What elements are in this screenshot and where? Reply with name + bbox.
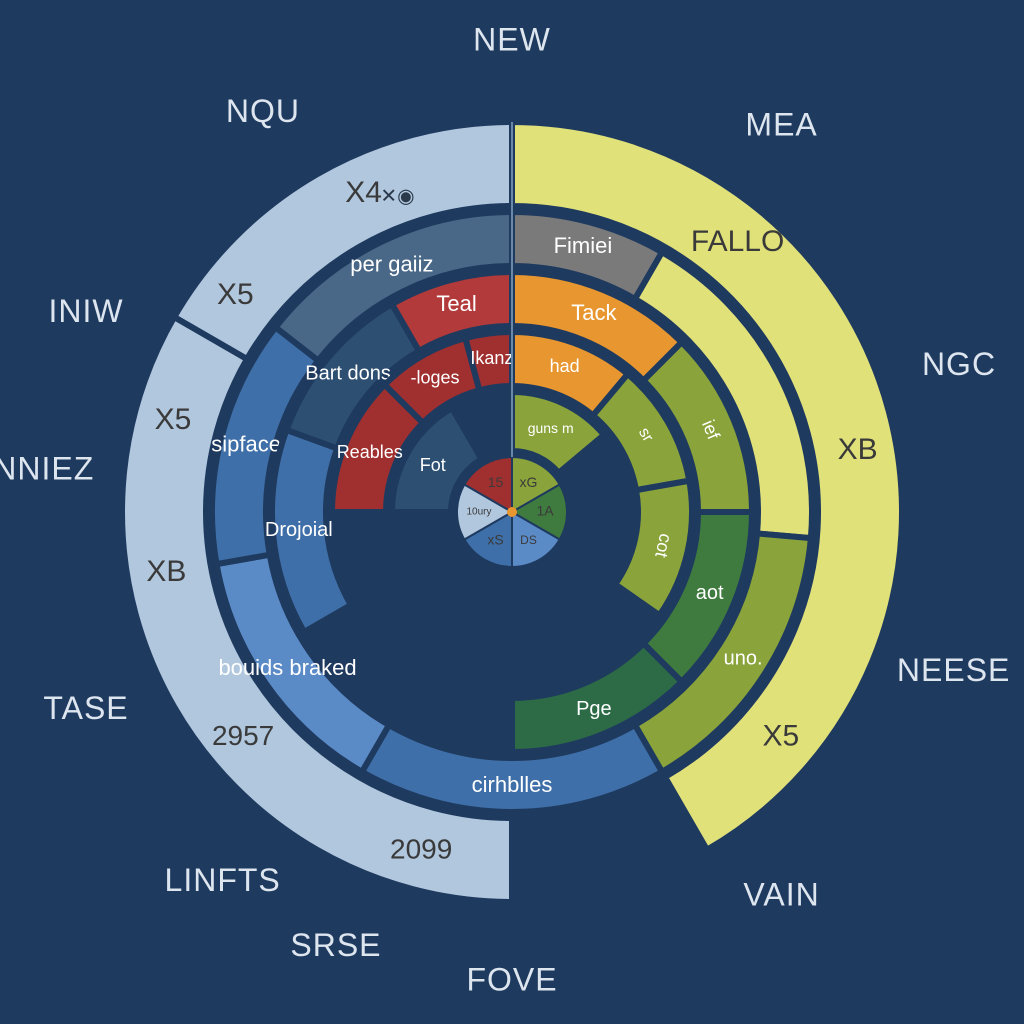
outer-label-10: INIW	[48, 293, 123, 329]
ring4-label-6: per gaiiz	[350, 252, 433, 277]
ring3-label-4: Drojoial	[265, 519, 333, 541]
outer-ring-label-1-3: X5	[155, 403, 192, 436]
outer-label-8: TASE	[43, 690, 128, 726]
outer-label-6: FOVE	[466, 961, 557, 997]
ring1-label-0: guns m	[528, 420, 574, 436]
center-pie-label-2: DS	[520, 533, 537, 547]
ring3-label-2: aot	[696, 582, 724, 604]
center-dot	[507, 507, 517, 517]
outer-label-4: VAIN	[743, 876, 819, 912]
outer-label-9: NNIEZ	[0, 450, 94, 486]
outer-label-5: SRSE	[290, 927, 381, 963]
ring3-label-5: Bart dons	[305, 363, 391, 385]
outer-label-7: LINFTS	[165, 862, 281, 898]
ring3-label-3: Pge	[576, 698, 612, 720]
ring4-label-2: uno.	[724, 648, 763, 670]
outer-ring-label-1-2: XB	[146, 555, 186, 588]
center-pie-label-1: 1A	[536, 503, 554, 519]
ring2-label-3: Reables	[337, 442, 403, 462]
ring4-label-5: sipface	[211, 432, 281, 457]
outer-ring-label-0-0: FALLO	[691, 225, 784, 258]
ring2-label-5: Ikanz	[470, 348, 513, 368]
ring1-label-1: Fot	[420, 455, 446, 475]
outer-ring-label-1-1: 2957	[212, 720, 274, 751]
outer-label-3: NEESE	[897, 652, 1010, 688]
sunburst-chart: FALLO XB X5 2099 2957 XB X5 X5 X4 Fimiei uno. cirhb…	[0, 0, 1024, 1024]
center-pie-label-4: 10ury	[466, 507, 491, 518]
ring4-label-3: cirhblles	[472, 772, 553, 797]
outer-ring-label-2-0: X5	[217, 278, 254, 311]
ring4-label-0: Fimiei	[554, 233, 613, 258]
ring2-label-0: had	[550, 356, 580, 376]
glyph-icon: ✕◉	[380, 185, 414, 207]
outer-label-1: MEA	[745, 106, 817, 142]
ring2-label-4: -loges	[410, 367, 459, 387]
outer-label-2: NGC	[922, 346, 996, 382]
outer-ring-label-0-1: XB	[838, 433, 878, 466]
center-pie-label-3: xS	[487, 531, 503, 547]
ring3-label-0: Tack	[571, 300, 617, 325]
outer-ring-label-2-1: X4	[345, 176, 382, 209]
outer-ring-label-0-2: X5	[763, 720, 800, 753]
outer-label-0: NEW	[473, 21, 551, 57]
ring3-label-6: Teal	[436, 291, 476, 316]
outer-ring-label-1-0: 2099	[390, 833, 452, 864]
center-pie-label-5: 15	[488, 474, 504, 490]
outer-label-11: NQU	[226, 93, 300, 129]
ring4-label-4: bouids braked	[218, 655, 356, 680]
center-pie-label-0: xG	[520, 474, 538, 490]
